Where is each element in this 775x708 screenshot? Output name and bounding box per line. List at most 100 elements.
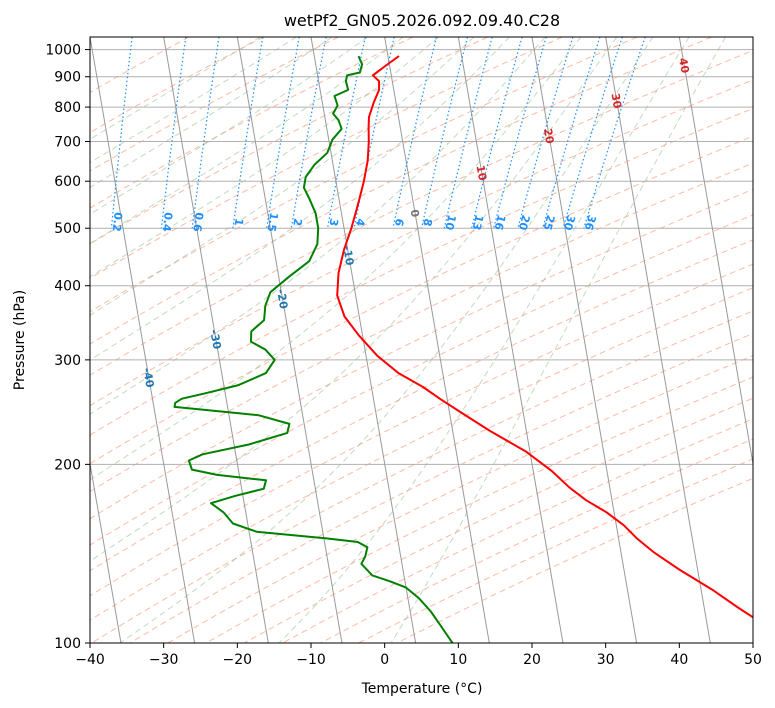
- mixing-ratio-line: [353, 37, 395, 229]
- moist-adiabat-line: [90, 37, 404, 245]
- isotherm-label: 40: [676, 57, 691, 75]
- mixing-ratio-label: 4: [353, 217, 367, 227]
- isotherm-label: -60: [5, 437, 21, 459]
- dry-adiabat-line: [90, 37, 339, 172]
- isotherm-line: [752, 37, 753, 40]
- mixing-ratio-line: [517, 37, 574, 229]
- isotherm-label: -40: [140, 367, 156, 389]
- mixing-ratio-line: [191, 37, 220, 229]
- dry-adiabat-line: [90, 287, 753, 621]
- dry-adiabat-line: [91, 310, 753, 643]
- mixing-ratio-line: [583, 37, 646, 229]
- dry-adiabat-line: [205, 376, 753, 643]
- moist-adiabat-line: [119, 37, 654, 643]
- isotherm-line: [531, 37, 638, 643]
- dry-adiabat-line: [358, 458, 753, 643]
- dry-adiabat-line: [90, 37, 563, 279]
- mixing-ratio-line: [443, 37, 493, 229]
- y-tick-label: 200: [54, 457, 81, 473]
- moist-adiabat-line: [90, 37, 261, 140]
- mixing-ratio-label: 2: [290, 217, 304, 227]
- mixing-ratio-line: [421, 37, 469, 229]
- dry-adiabat-line: [90, 37, 264, 134]
- mixing-ratio-line: [392, 37, 437, 229]
- x-tick-label: −10: [296, 652, 326, 668]
- temperature-profile-line: [336, 55, 753, 619]
- mixing-ratio-label: 1: [232, 217, 246, 226]
- moist-adiabat-line: [90, 37, 439, 278]
- mixing-ratio-line: [542, 37, 601, 229]
- y-tick-label: 1000: [45, 43, 81, 59]
- y-axis-title: Pressure (hPa): [12, 290, 28, 390]
- dry-adiabat-line: [90, 49, 753, 376]
- x-tick-label: 30: [597, 652, 615, 668]
- dry-adiabat-line: [90, 37, 638, 313]
- mixing-ratio-label: 36: [582, 213, 599, 232]
- x-axis-title: Temperature (°C): [361, 681, 483, 697]
- isotherm-line: [236, 37, 343, 643]
- mixing-ratio-label: 20: [516, 213, 533, 231]
- isotherm-line: [384, 37, 490, 643]
- dewpoint-profile-line: [173, 55, 454, 643]
- dry-adiabat-line: [90, 37, 712, 345]
- dry-adiabat-line: [90, 37, 414, 209]
- x-tick-label: 50: [744, 652, 762, 668]
- y-tick-label: 300: [54, 353, 81, 369]
- y-axis-ticks: 100 200 300 400 500 600 700 800 900 1000: [45, 43, 90, 652]
- dry-adiabat-line: [90, 79, 753, 407]
- skewed-isotherms: [90, 37, 753, 643]
- dry-adiabat-line: [90, 214, 753, 546]
- isotherm-label: 20: [541, 127, 556, 145]
- mixing-ratio-label: 25: [540, 213, 557, 231]
- chart-title: wetPf2_GN05.2026.092.09.40.C28: [284, 11, 560, 31]
- moist-adiabat-line: [90, 37, 475, 316]
- dry-adiabat-line: [129, 332, 753, 643]
- mixing-ratio-line: [493, 37, 547, 229]
- isotherm-label: -30: [207, 328, 223, 350]
- y-tick-label: 600: [54, 174, 81, 190]
- x-tick-label: 20: [523, 652, 541, 668]
- mixing-ratio-line: [232, 37, 264, 229]
- moist-adiabat-line: [90, 37, 368, 215]
- mixing-ratio-line: [562, 37, 623, 229]
- mixing-ratio-label: 3: [326, 217, 340, 227]
- isotherm-line: [605, 37, 711, 643]
- mixing-ratio-line: [110, 37, 133, 229]
- moist-adiabat-line: [390, 37, 727, 643]
- mixing-ratio-line: [471, 37, 523, 229]
- mixing-ratio-label: 6: [392, 217, 406, 228]
- dry-adiabat-line: [90, 107, 753, 436]
- isotherm-label: -20: [274, 288, 290, 310]
- isotherm-line: [90, 460, 122, 643]
- mixing-ratio-label: 0.4: [160, 212, 175, 233]
- x-tick-label: 10: [449, 652, 467, 668]
- mixing-ratio-line: [160, 37, 187, 229]
- dry-adiabat-line: [90, 263, 753, 597]
- dry-adiabat-line: [90, 162, 753, 493]
- y-tick-label: 500: [54, 221, 81, 237]
- dry-adiabat-line: [90, 188, 753, 520]
- mixing-ratio-line: [65, 37, 82, 228]
- x-tick-label: −20: [223, 652, 253, 668]
- mixing-ratio-label: 0.2: [110, 212, 125, 233]
- x-tick-label: −40: [75, 652, 105, 668]
- isotherm-line: [90, 37, 196, 643]
- mixing-ratio-label: 1.5: [265, 212, 281, 233]
- isotherm-label: 10: [474, 164, 489, 182]
- isotherm-label: 30: [608, 92, 623, 110]
- isotherm-line: [457, 37, 564, 643]
- dry-adiabats: [90, 37, 753, 643]
- mixing-ratio-label: 30: [561, 213, 578, 232]
- y-tick-label: 400: [54, 279, 81, 295]
- moist-adiabat-line: [278, 37, 690, 643]
- mixing-ratio-label: 10: [442, 213, 458, 231]
- y-tick-label: 900: [54, 70, 81, 86]
- mixing-ratio-label: 13: [469, 213, 485, 231]
- dry-adiabat-line: [396, 477, 753, 643]
- isotherm-label: 0: [408, 208, 422, 218]
- moist-adiabat-line: [90, 37, 510, 361]
- isotherm-line: [678, 37, 753, 467]
- x-tick-label: 40: [670, 652, 688, 668]
